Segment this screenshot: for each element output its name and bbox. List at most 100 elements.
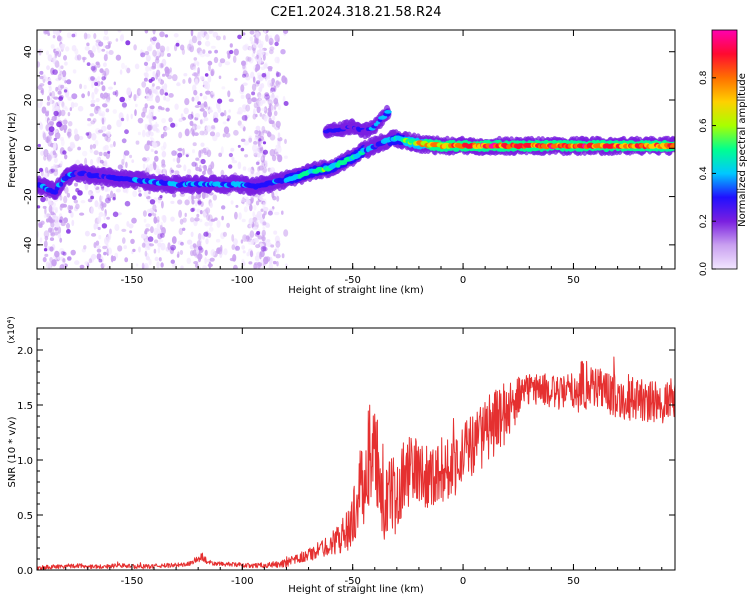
spectrogram-speckle	[89, 144, 93, 150]
spectrogram-speckle	[161, 227, 166, 235]
spectrogram-speckle	[82, 150, 88, 157]
spectrogram-speckle	[192, 149, 195, 154]
main-ridge-peak	[52, 189, 59, 195]
spectrogram-speckle	[274, 34, 280, 43]
spectrogram-speckle	[263, 256, 269, 265]
spectrogram-speckle	[60, 73, 63, 78]
spectrogram-speckle	[102, 103, 108, 108]
spectrogram-speckle	[255, 161, 260, 166]
spectrogram-speckle	[161, 159, 166, 166]
spectrogram-speckle	[96, 253, 102, 260]
spectrogram-speckle	[92, 45, 96, 53]
spectrogram-speckle	[148, 190, 151, 195]
spectrogram-speckle	[80, 200, 86, 204]
spectrogram-speckle	[154, 88, 158, 95]
spectrogram-speckle	[164, 127, 170, 131]
spectrogram-speckle	[72, 195, 77, 201]
spectrogram-speckle	[262, 221, 267, 226]
spectrogram-speckle	[275, 151, 279, 157]
spectrogram-speckle	[189, 120, 194, 126]
spectrogram-speckle	[120, 117, 125, 122]
spectrogram-speckle	[44, 253, 49, 257]
spectrogram-speckle	[210, 126, 216, 131]
spectrogram-speckle	[228, 164, 233, 169]
spectrogram-speckle	[81, 248, 87, 253]
spectrogram-speckle	[167, 242, 171, 251]
spectrogram-speckle	[259, 216, 264, 224]
spectrogram-speckle	[198, 150, 202, 158]
spectrogram-speckle	[106, 36, 109, 41]
spectrogram-speckle	[262, 53, 266, 61]
spectrogram-speckle	[45, 111, 49, 117]
spectrogram-speckle	[240, 239, 244, 244]
spectrogram-speckle	[62, 124, 68, 131]
spectrogram-speckle	[48, 205, 53, 213]
spectrogram-speckle	[134, 63, 140, 70]
spectrogram-speckle	[264, 92, 270, 97]
spectrogram-speckle	[53, 137, 57, 142]
spectrogram-speckle	[249, 36, 254, 42]
spectrogram-speckle	[88, 258, 93, 264]
spectrogram-speckle	[182, 227, 186, 231]
colorbar-label: Normalized spectral amplitude	[737, 73, 748, 227]
spectrogram-speckle	[170, 169, 175, 173]
spectrogram-speckle	[258, 94, 262, 100]
spectrogram-speckle	[283, 101, 289, 106]
spectrogram-speckle	[178, 227, 183, 236]
spectrogram-speckle	[84, 230, 90, 237]
spectrogram-speckle	[154, 58, 160, 64]
spectrogram-speckle	[248, 217, 254, 225]
spectrogram-y-tick-label: 40	[23, 45, 34, 58]
spectrogram-speckle	[256, 49, 262, 56]
spectrogram-speckle	[164, 92, 169, 96]
spectrogram-speckle	[77, 105, 84, 112]
spectrogram-speckle	[281, 210, 284, 215]
spectrogram-speckle	[67, 256, 72, 261]
spectrogram-speckle	[152, 49, 157, 57]
spectrogram-speckle	[256, 106, 261, 114]
spectrogram-speckle	[267, 110, 272, 118]
spectrogram-speckle	[53, 110, 59, 117]
spectrogram-speckle	[231, 160, 238, 164]
spectrogram-speckle	[89, 113, 94, 117]
spectrogram-speckle	[143, 72, 147, 76]
spectrogram-speckle	[115, 38, 119, 42]
spectrogram-x-tick-label: 50	[567, 275, 580, 286]
spectrogram-speckle	[81, 93, 85, 99]
spectrogram-speckle	[159, 195, 163, 199]
spectrogram-speckle	[53, 96, 59, 100]
spectrogram-speckle	[249, 30, 255, 35]
spectrogram-speckle	[259, 243, 264, 248]
spectrogram-speckle	[66, 79, 72, 85]
spectrogram-speckle	[196, 213, 200, 218]
spectrogram-speckle	[121, 62, 125, 70]
spectrogram-speckle	[208, 50, 212, 54]
spectrogram-speckle	[277, 132, 281, 139]
spectrogram-speckle	[53, 231, 59, 236]
spectrogram-speckle	[137, 131, 141, 136]
spectrogram-speckle	[221, 215, 224, 221]
spectrogram-speckle	[132, 190, 138, 198]
spectrogram-speckle	[257, 43, 264, 49]
spectrogram-speckle	[242, 250, 246, 254]
spectrogram-speckle	[263, 115, 268, 122]
spectrogram-speckle	[59, 194, 63, 201]
spectrogram-speckle	[161, 118, 167, 124]
spectrogram-speckle	[135, 140, 140, 145]
spectrogram-speckle	[64, 186, 69, 194]
spectrogram-speckle	[265, 163, 268, 168]
spectrogram-speckle	[58, 77, 62, 80]
spectrogram-speckle	[123, 150, 130, 156]
spectrogram-speckle	[213, 111, 219, 120]
spectrogram-speckle	[266, 239, 271, 243]
spectrogram-speckle	[265, 97, 270, 102]
spectrogram-speckle	[64, 61, 68, 66]
spectrogram-speckle	[254, 255, 260, 262]
spectrogram-speckle	[103, 151, 107, 157]
spectrogram-speckle	[283, 229, 289, 237]
snr-series-line	[37, 356, 675, 570]
spectrogram-speckle	[96, 63, 101, 68]
colorbar-tick-label: 0.6	[699, 118, 709, 133]
spectrogram-speckle	[235, 204, 239, 208]
spectrogram-speckle	[117, 245, 123, 252]
